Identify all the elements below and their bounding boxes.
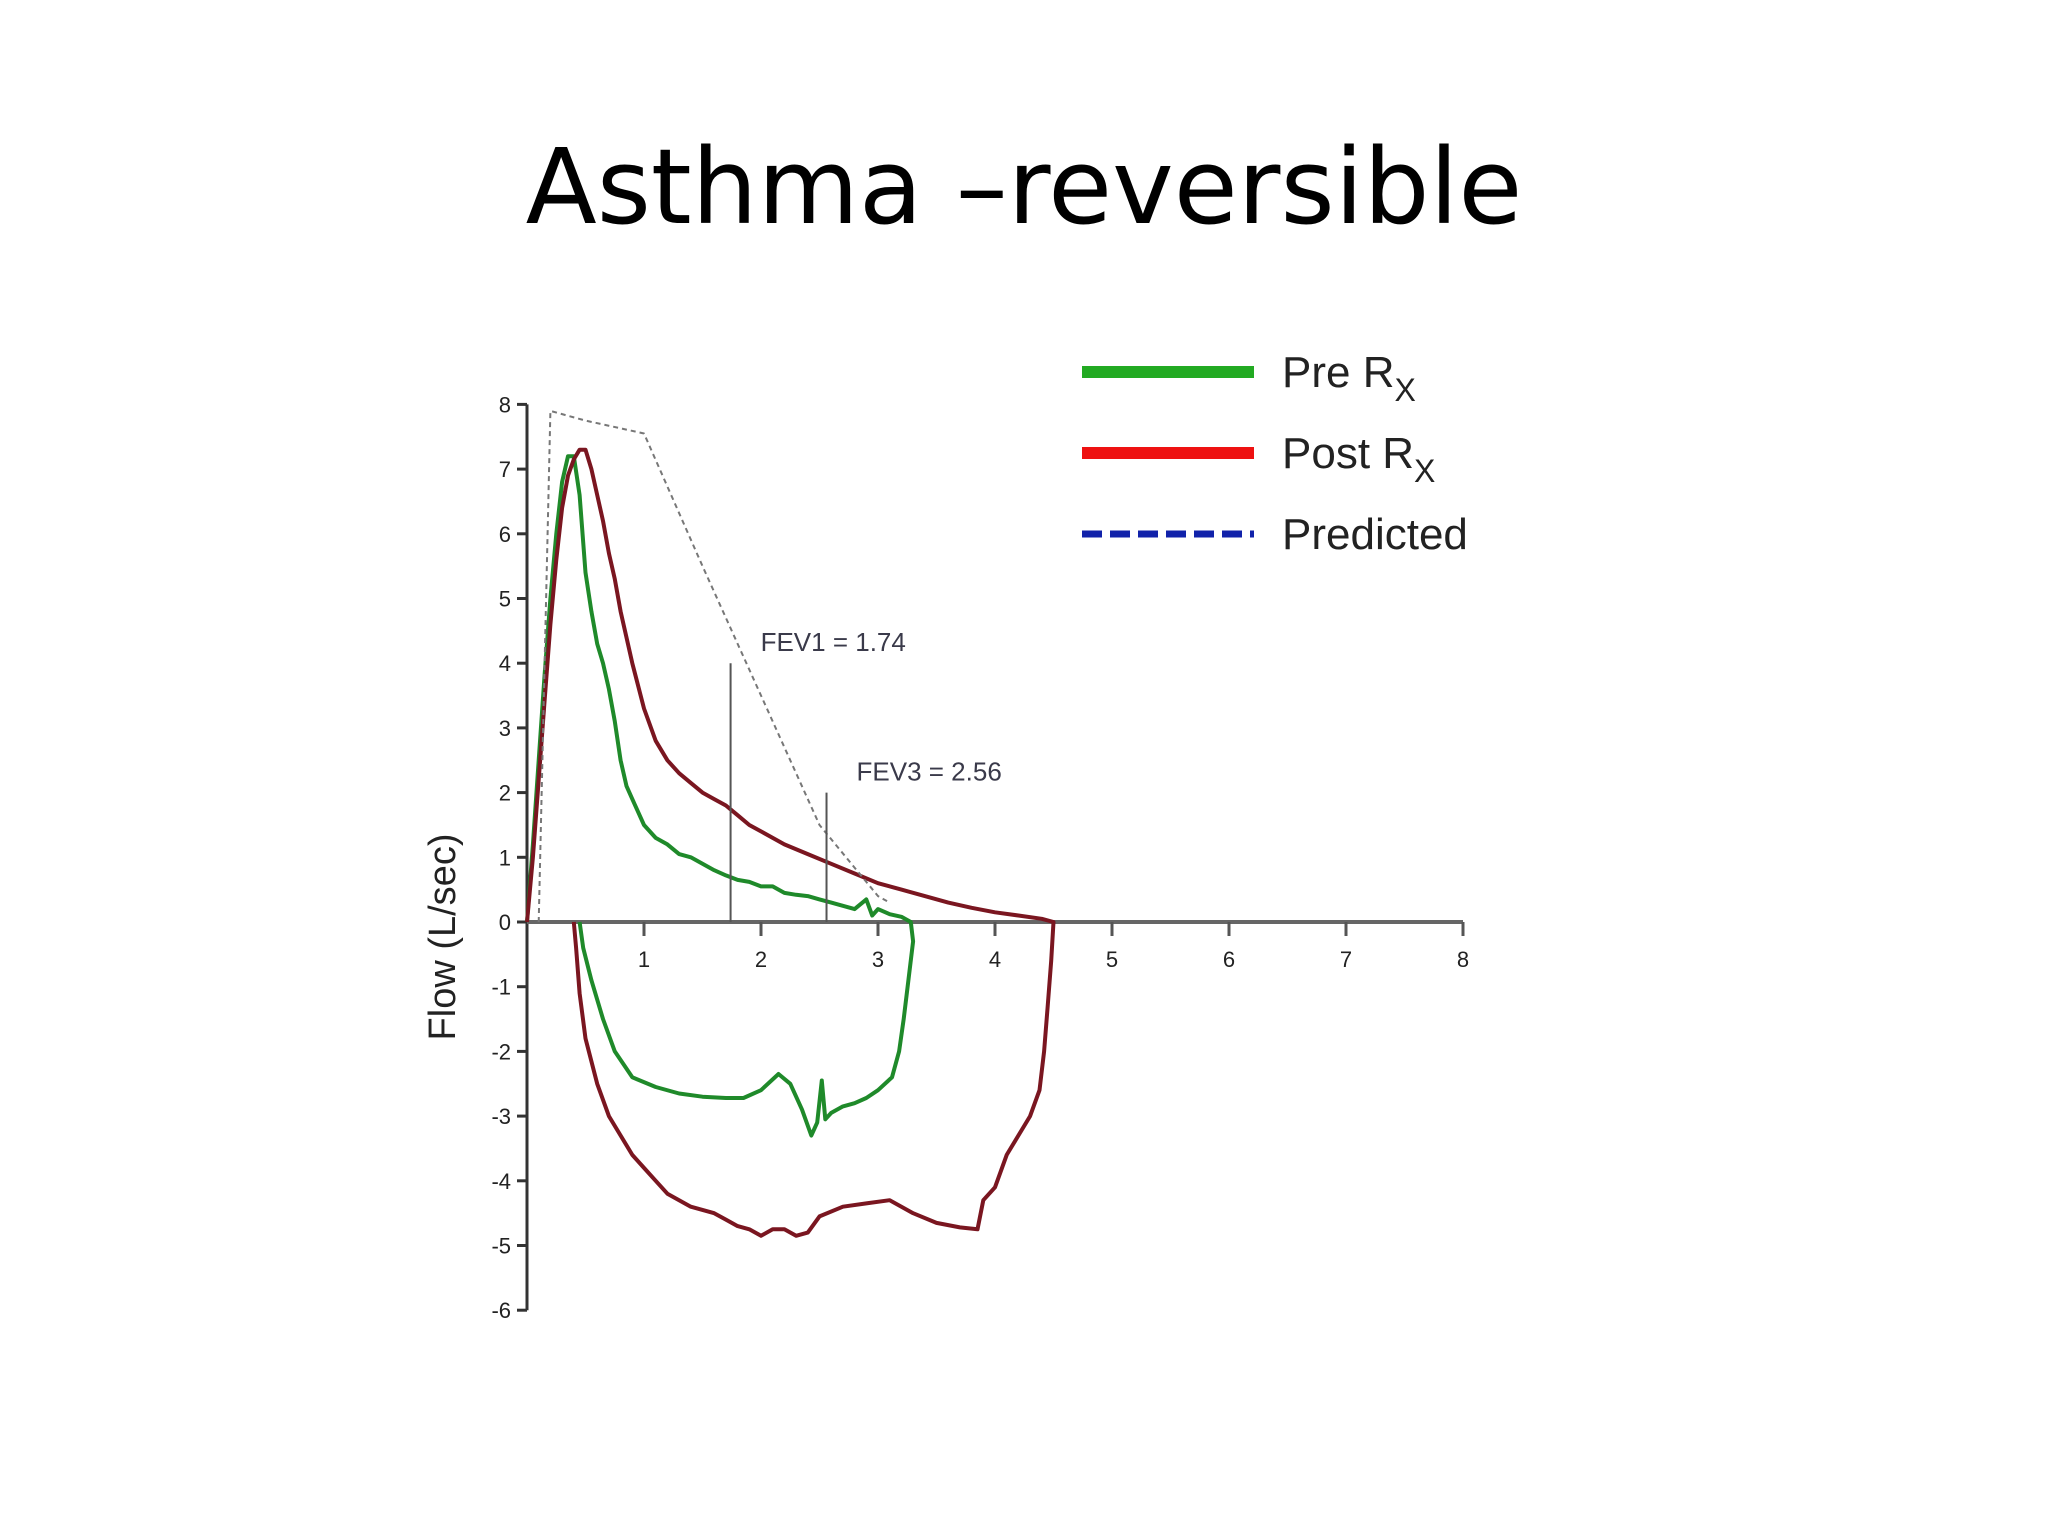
series-line-post-r — [525, 447, 1056, 1238]
y-tick-label: -3 — [491, 1104, 511, 1129]
y-tick-label: 1 — [499, 845, 511, 870]
x-tick-label: 3 — [872, 947, 884, 972]
y-tick-label: 8 — [499, 392, 511, 417]
x-tick-label: 6 — [1223, 947, 1235, 972]
legend-subscript: X — [1414, 453, 1435, 489]
x-tick-label: 8 — [1457, 947, 1469, 972]
x-tick-label: 1 — [638, 947, 650, 972]
x-tick-label: 5 — [1106, 947, 1118, 972]
series-line-pre-r — [525, 454, 916, 1138]
y-tick-label: 6 — [499, 522, 511, 547]
slide-title: Asthma –reversible — [525, 126, 1523, 248]
series-layer — [525, 409, 1056, 1238]
y-tick-label: 0 — [499, 910, 511, 935]
annotations: FEV1 = 1.74 FEV3 = 2.56 — [729, 627, 1002, 922]
legend-subscript: X — [1394, 372, 1415, 408]
y-tick-label: 5 — [499, 587, 511, 612]
y-tick-label: -2 — [491, 1039, 511, 1064]
legend-label-2: Post RX — [1282, 429, 1435, 489]
y-tick-label: 4 — [499, 651, 511, 676]
y-tick-label: -5 — [491, 1234, 511, 1259]
y-tick-label: -1 — [491, 975, 511, 1000]
x-tick-label: 2 — [755, 947, 767, 972]
y-tick-label: 7 — [499, 457, 511, 482]
y-tick-label: 2 — [499, 781, 511, 806]
y-tick-label: -6 — [491, 1298, 511, 1323]
series-line-predicted — [537, 409, 891, 923]
x-tick-label: 7 — [1340, 947, 1352, 972]
x-tick-label: 4 — [989, 947, 1001, 972]
y-tick-label: 3 — [499, 716, 511, 741]
annotation-label-1: FEV1 = 1.74 — [761, 627, 906, 657]
y-tick-label: -4 — [491, 1169, 511, 1194]
legend: Pre RX Post RX Predicted — [1082, 348, 1468, 559]
legend-label-1: Pre RX — [1282, 348, 1416, 408]
chart-axes: 8 7 6 5 4 3 2 1 0 -1 -2 -3 -4 -5 -6 1 2 3 4 5 6 7 8 — [491, 392, 1469, 1323]
y-axis-label: Flow (L/sec) — [422, 834, 464, 1041]
annotation-label-2: FEV3 = 2.56 — [857, 757, 1002, 787]
legend-label-3: Predicted — [1282, 510, 1468, 559]
